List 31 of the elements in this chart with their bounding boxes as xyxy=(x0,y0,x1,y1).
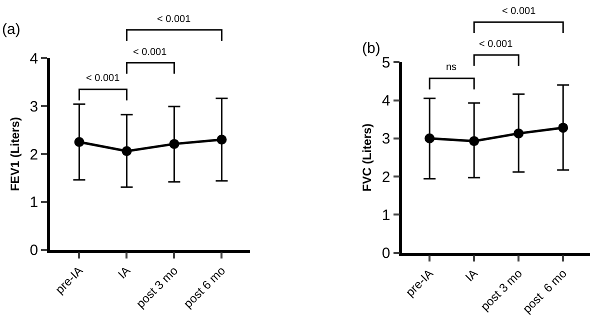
y-tick-label: 4 xyxy=(382,92,390,110)
y-tick-label: 0 xyxy=(30,242,38,260)
point xyxy=(469,136,480,146)
y-tick-label: 0 xyxy=(382,245,390,262)
annotation: < 0.001 xyxy=(86,73,120,84)
x-tick-label: IA xyxy=(115,264,134,282)
y-tick-label: 2 xyxy=(30,146,38,164)
annotation: ns xyxy=(446,62,457,73)
x-tick-label: IA xyxy=(462,266,480,284)
text: < 0.001 xyxy=(502,6,536,17)
point xyxy=(169,138,180,149)
y-tick-label: 1 xyxy=(30,194,38,212)
text: (a) xyxy=(2,21,20,38)
y-axis-title: FVC (Liters) xyxy=(360,123,374,192)
point xyxy=(74,137,84,148)
y-tick-label: 3 xyxy=(382,130,390,148)
text: (b) xyxy=(362,40,380,57)
annotation: < 0.001 xyxy=(133,47,168,58)
y-tick-label: 5 xyxy=(382,54,390,72)
y-tick-label: 2 xyxy=(382,168,390,186)
text: < 0.001 xyxy=(479,39,514,50)
y-tick-label: 4 xyxy=(30,50,38,68)
point xyxy=(514,128,524,138)
y-tick-label: 1 xyxy=(382,206,390,224)
y-axis-title: FEV1 (Liters) xyxy=(8,117,22,192)
text: < 0.001 xyxy=(157,14,192,25)
y-tick-label: 3 xyxy=(30,98,38,116)
point xyxy=(558,122,568,133)
point xyxy=(424,133,435,144)
point xyxy=(216,134,227,145)
point xyxy=(122,146,132,156)
